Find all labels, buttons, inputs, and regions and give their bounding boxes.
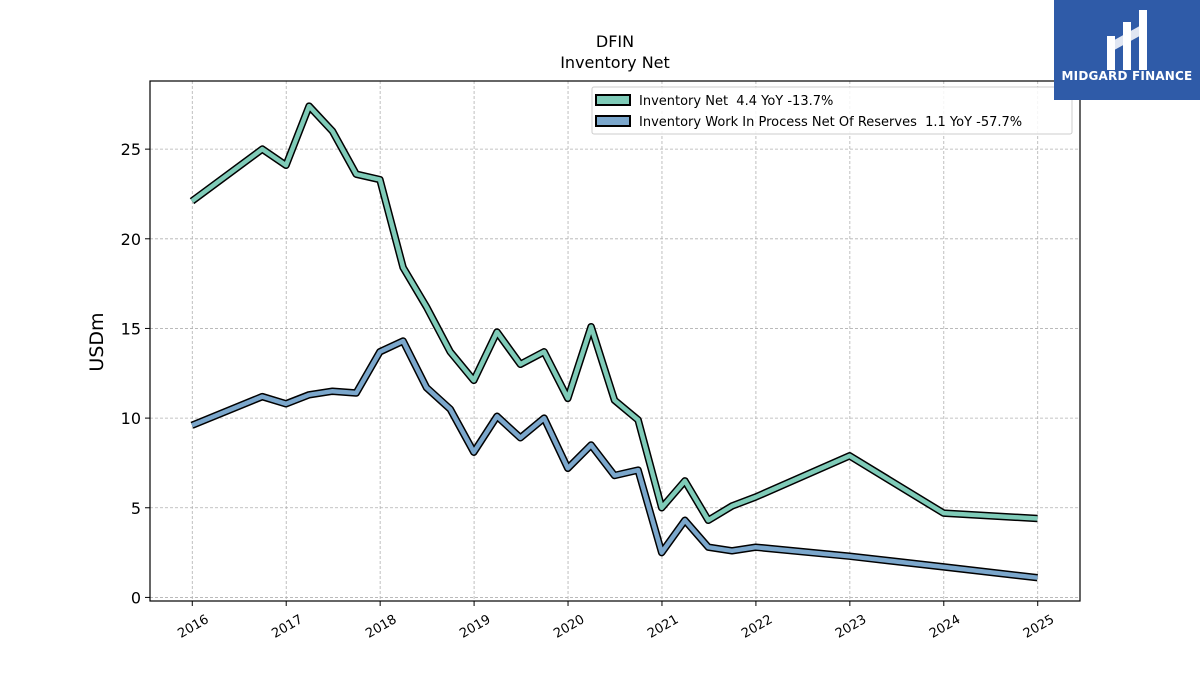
chart-subtitle: Inventory Net bbox=[560, 53, 670, 72]
series-inventory-net bbox=[189, 102, 1038, 525]
y-tick-label: 20 bbox=[121, 230, 141, 249]
legend-swatch-wip-inventory bbox=[595, 115, 631, 127]
plot-frame bbox=[149, 80, 1081, 602]
legend-box bbox=[591, 86, 1073, 135]
x-tick-label: 2024 bbox=[927, 612, 963, 642]
y-tick-label: 5 bbox=[131, 499, 141, 518]
legend-label-wip-inventory: Inventory Work In Process Net Of Reserve… bbox=[639, 115, 1022, 130]
series-outline bbox=[190, 337, 1038, 582]
chart-title: DFIN bbox=[596, 32, 634, 51]
legend-label-inventory-net: Inventory Net 4.4 YoY -13.7% bbox=[639, 94, 833, 109]
y-tick-label: 0 bbox=[131, 588, 141, 607]
series-wip-inventory bbox=[190, 337, 1038, 582]
x-tick-label: 2022 bbox=[739, 612, 775, 642]
y-tick-label: 10 bbox=[121, 409, 141, 428]
x-tick-label: 2019 bbox=[457, 612, 493, 642]
y-tick-label: 15 bbox=[121, 319, 141, 338]
legend-swatch-inventory-net bbox=[595, 94, 631, 106]
series-outline bbox=[189, 102, 1038, 525]
y-tick-label: 25 bbox=[121, 140, 141, 159]
x-tick-label: 2025 bbox=[1021, 612, 1057, 642]
x-tick-label: 2023 bbox=[833, 612, 869, 642]
logo-text: MIDGARD FINANCE bbox=[1061, 69, 1193, 83]
x-tick-label: 2021 bbox=[645, 612, 681, 642]
grid bbox=[150, 81, 1080, 601]
x-tick-label: 2017 bbox=[269, 612, 305, 642]
midgard-finance-logo: MIDGARD FINANCE bbox=[1054, 0, 1200, 100]
midgard-logo-mark-icon bbox=[1107, 10, 1147, 70]
series-lines bbox=[189, 102, 1038, 582]
x-tick-label: 2018 bbox=[363, 612, 399, 642]
y-axis-label: USDm bbox=[86, 312, 108, 371]
x-tick-label: 2016 bbox=[175, 612, 211, 642]
series-line bbox=[191, 338, 1038, 580]
x-tick-label: 2020 bbox=[551, 612, 587, 642]
series-line bbox=[190, 103, 1038, 523]
legend: Inventory Net 4.4 YoY -13.7% Inventory W… bbox=[591, 86, 1073, 135]
